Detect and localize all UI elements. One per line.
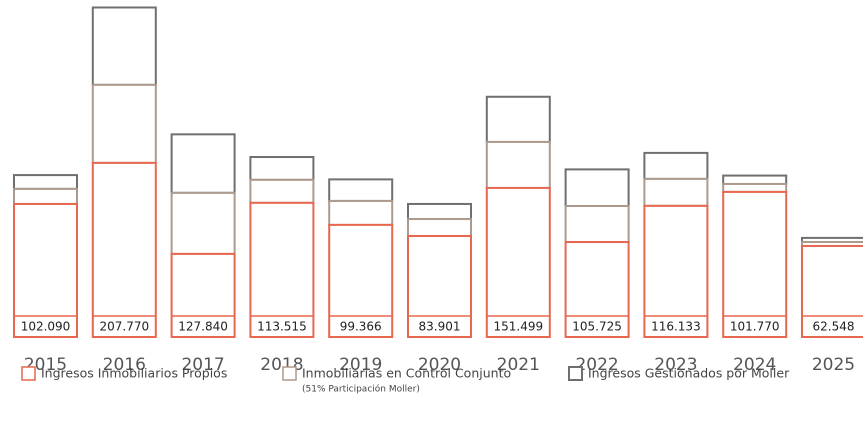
x-tick-label: 2021 xyxy=(497,355,540,375)
x-tick-label: 2018 xyxy=(260,355,303,375)
bar-segment xyxy=(170,133,236,194)
total-label: 113.515 xyxy=(257,320,307,334)
bar-segment xyxy=(643,204,709,338)
bar-segment xyxy=(485,95,551,143)
total-label: 127.840 xyxy=(178,320,228,334)
total-label: 83.901 xyxy=(419,320,461,334)
bar-segment xyxy=(485,140,551,189)
bar-segment xyxy=(722,174,788,185)
legend-swatch xyxy=(282,366,297,381)
total-label: 99.366 xyxy=(340,320,382,334)
bar-segment xyxy=(722,182,788,193)
bar-segment xyxy=(564,241,630,338)
x-tick-label: 2016 xyxy=(103,355,146,375)
bar-segment xyxy=(643,151,709,180)
x-tick-label: 2022 xyxy=(575,355,618,375)
bar-segment xyxy=(170,191,236,255)
x-tick-label: 2025 xyxy=(812,355,855,375)
bar-segment xyxy=(407,202,472,221)
total-label: 102.090 xyxy=(21,320,71,334)
bar-segment xyxy=(249,178,315,204)
total-label: 207.770 xyxy=(99,320,149,334)
total-label: 151.499 xyxy=(493,320,543,334)
bar-segment xyxy=(407,234,472,339)
bar-segment xyxy=(328,199,394,226)
bar-segment xyxy=(249,156,315,181)
bar-segment xyxy=(564,168,630,208)
bar-segment xyxy=(801,244,863,338)
bar-segment xyxy=(91,83,157,164)
bar-segment xyxy=(328,223,394,338)
bar-segment xyxy=(249,201,315,338)
x-tick-label: 2023 xyxy=(654,355,697,375)
x-tick-label: 2017 xyxy=(181,355,224,375)
total-label: 101.770 xyxy=(730,320,780,334)
legend-label: Ingresos Inmobiliarios Propios xyxy=(41,366,227,381)
bar-segment xyxy=(91,6,157,86)
bar-segment xyxy=(91,161,157,338)
bar-segment xyxy=(13,187,78,205)
total-label: 116.133 xyxy=(651,320,701,334)
legend-label: Inmobiliarias en Control Conjunto xyxy=(302,366,511,381)
bar-segment xyxy=(643,177,709,207)
legend-label: Ingresos Gestionados por Moller xyxy=(588,366,790,381)
bar-segment xyxy=(13,174,78,190)
x-tick-label: 2019 xyxy=(339,355,382,375)
x-tick-label: 2020 xyxy=(418,355,461,375)
bar-segment xyxy=(485,186,551,338)
bar-segment xyxy=(170,252,236,338)
legend-swatch xyxy=(568,366,583,381)
x-tick-label: 2024 xyxy=(733,355,776,375)
bar-segment xyxy=(328,178,394,202)
bar-segment xyxy=(13,202,78,338)
bar-segment xyxy=(722,190,788,338)
total-label: 62.548 xyxy=(813,320,855,334)
bar-segment xyxy=(564,205,630,244)
bar-segment xyxy=(407,218,472,237)
legend-swatch xyxy=(21,366,36,381)
legend-note: (51% Participación Moller) xyxy=(302,384,420,395)
total-label: 105.725 xyxy=(572,320,622,334)
